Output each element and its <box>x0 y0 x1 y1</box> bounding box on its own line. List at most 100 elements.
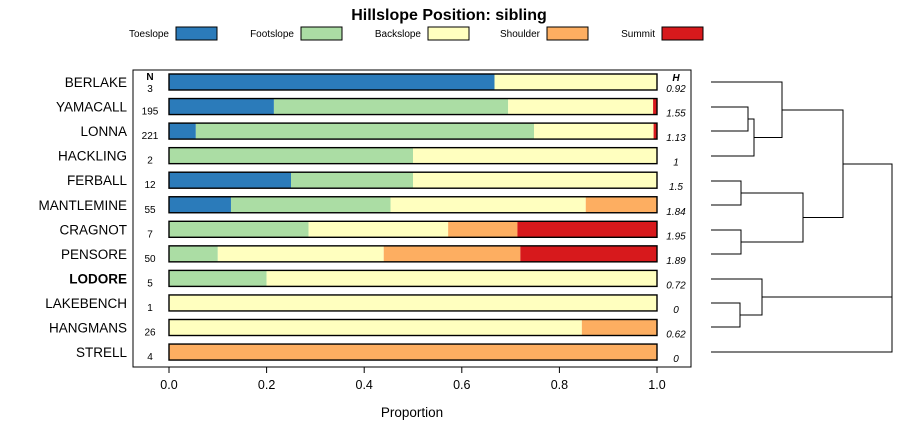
row-hangmans: HANGMANS 26 0.62 <box>49 318 686 341</box>
dendrogram-branch-root <box>843 163 893 297</box>
bar-outline-cragnot <box>168 220 658 239</box>
bar-outline-lodore <box>168 269 658 288</box>
dendrogram-branch-berlake-group <box>711 81 783 138</box>
legend-swatch-shoulder <box>546 26 589 41</box>
bar-lakebench-backslope <box>169 294 657 311</box>
row-berlake: BERLAKE 3 0.92 <box>65 73 686 95</box>
h-value-pensore: 1.89 <box>666 256 686 267</box>
h-value-lonna: 1.13 <box>666 133 686 144</box>
bar-yamacall-toeslope <box>169 98 274 115</box>
bar-lonna-backslope <box>534 123 654 140</box>
bar-hackling-backslope <box>413 147 657 164</box>
h-value-yamacall: 1.55 <box>666 109 686 120</box>
dendrogram-branch-yamacall-lonna <box>711 106 749 132</box>
h-value-berlake: 0.92 <box>666 84 686 95</box>
row-strell: STRELL 4 0 <box>76 343 679 365</box>
row-ferball: FERBALL 12 1.5 <box>67 171 683 193</box>
bar-outline-ferball <box>168 171 658 189</box>
bar-outline-pensore <box>168 245 658 263</box>
row-lakebench: LAKEBENCH 1 0 <box>45 294 679 316</box>
bar-mantlemine-backslope <box>390 196 586 213</box>
row-cragnot: CRAGNOT 7 1.95 <box>60 220 686 242</box>
dendrogram-branch-lakebench-hangmans <box>711 302 741 328</box>
row-label-cragnot: CRAGNOT <box>60 222 128 237</box>
row-pensore: PENSORE 50 1.89 <box>61 245 686 267</box>
legend-label-footslope: Footslope <box>250 29 294 40</box>
n-value-lonna: 221 <box>142 131 159 142</box>
h-value-lakebench: 0 <box>673 305 679 316</box>
h-value-lodore: 0.72 <box>666 280 686 291</box>
legend-label-backslope: Backslope <box>375 29 422 40</box>
h-column-header: H <box>672 73 680 84</box>
row-label-ferball: FERBALL <box>67 173 128 188</box>
legend-swatch-toeslope <box>175 26 218 41</box>
n-column-header: N <box>146 72 153 83</box>
bar-pensore-footslope <box>169 245 218 262</box>
bar-cragnot-summit <box>517 221 657 238</box>
row-lonna: LONNA 221 1.13 <box>80 122 686 144</box>
row-label-strell: STRELL <box>76 345 128 360</box>
row-label-hangmans: HANGMANS <box>49 321 127 336</box>
bar-hangmans-backslope <box>169 319 582 336</box>
bar-yamacall-summit <box>653 98 657 115</box>
x-tick-label-1: 0.2 <box>258 378 275 392</box>
bar-strell-shoulder <box>169 344 657 361</box>
bar-outline-mantlemine <box>168 196 658 214</box>
bar-hangmans-shoulder <box>581 319 657 336</box>
x-axis: 0.0 0.2 0.4 0.6 0.8 1.0 <box>160 367 666 392</box>
n-value-berlake: 3 <box>147 84 153 95</box>
legend-label-toeslope: Toeslope <box>129 29 169 40</box>
bar-outline-yamacall <box>168 97 658 116</box>
row-label-berlake: BERLAKE <box>65 75 127 90</box>
row-yamacall: YAMACALL 195 1.55 <box>56 97 686 120</box>
legend-label-shoulder: Shoulder <box>500 29 541 40</box>
n-value-lodore: 5 <box>147 278 153 289</box>
row-label-pensore: PENSORE <box>61 247 127 262</box>
legend-swatch-backslope <box>427 26 470 41</box>
x-axis-label: Proportion <box>381 405 443 420</box>
row-label-hackling: HACKLING <box>58 149 127 164</box>
row-label-lakebench: LAKEBENCH <box>45 296 127 311</box>
dendrogram-branch-upper-cluster <box>782 109 844 218</box>
bar-hackling-footslope <box>169 147 413 164</box>
bar-lodore-footslope <box>169 270 267 287</box>
n-value-hackling: 2 <box>147 156 153 167</box>
n-value-hangmans: 26 <box>144 328 156 339</box>
bar-lonna-summit <box>653 123 657 140</box>
bar-outline-hackling <box>168 146 658 165</box>
h-value-mantlemine: 1.84 <box>666 207 686 218</box>
n-value-mantlemine: 55 <box>144 205 156 216</box>
dendrogram-branch-lower-cluster <box>711 296 893 353</box>
x-tick-label-2: 0.4 <box>356 378 373 392</box>
bar-cragnot-footslope <box>169 221 309 238</box>
row-label-lodore: LODORE <box>69 271 127 286</box>
h-value-strell: 0 <box>673 354 679 365</box>
dendrogram-branch-cragnot-pensore <box>711 229 742 255</box>
row-label-yamacall: YAMACALL <box>56 100 128 115</box>
dendrogram-branch-fm-cp <box>741 192 804 243</box>
n-value-yamacall: 195 <box>142 107 159 118</box>
h-value-hackling: 1 <box>673 158 679 169</box>
bar-cragnot-shoulder <box>448 221 518 238</box>
bar-outline-lakebench <box>168 294 658 312</box>
bar-outline-hangmans <box>168 318 658 337</box>
bar-ferball-toeslope <box>169 172 291 189</box>
bar-berlake-backslope <box>494 74 657 90</box>
bar-yamacall-footslope <box>273 98 509 115</box>
bar-pensore-backslope <box>217 245 384 262</box>
h-value-ferball: 1.5 <box>669 182 683 193</box>
bar-outline-lonna <box>168 122 658 140</box>
dendrogram-branch-ferball-mantlemine <box>711 180 742 206</box>
x-tick-label-0: 0.0 <box>160 378 177 392</box>
row-hackling: HACKLING 2 1 <box>58 146 679 169</box>
bar-yamacall-backslope <box>508 98 654 115</box>
bar-mantlemine-footslope <box>230 196 391 213</box>
n-value-strell: 4 <box>147 352 153 363</box>
row-mantlemine: MANTLEMINE 55 1.84 <box>38 196 686 218</box>
n-value-ferball: 12 <box>144 180 156 191</box>
legend-swatch-summit <box>661 26 704 41</box>
row-lodore: LODORE 5 0.72 <box>69 269 686 291</box>
x-tick-label-4: 0.8 <box>551 378 568 392</box>
